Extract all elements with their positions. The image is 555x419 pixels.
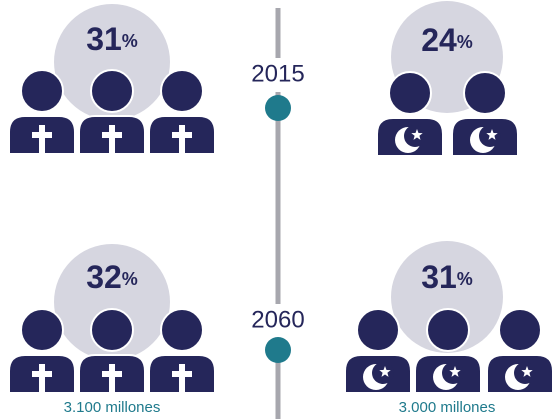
percentage-value: 24 [421,22,457,58]
cross [172,132,192,138]
percentage-unit: % [457,32,473,52]
cross [32,132,52,138]
percentage-value: 31 [421,259,457,295]
person-head [160,308,204,352]
person-head [160,69,204,113]
person-icon [414,308,482,394]
cross [109,125,115,153]
caption: 3.000 millones [399,399,496,416]
timeline-dot [265,337,291,363]
person-head [426,308,470,352]
highlight-circle [54,244,170,360]
person-icon [8,69,76,155]
person-icon [8,308,76,394]
person-head [463,71,507,115]
person-head [20,308,64,352]
year-bg [244,58,312,92]
star [449,366,461,377]
person-icon [148,69,216,155]
cross [102,132,122,138]
person-icon [451,71,519,157]
person-head [498,308,542,352]
highlight-circle [391,241,503,353]
timeline-dot [265,95,291,121]
percentage: 24% [421,22,473,58]
star [521,366,533,377]
year-label: 2060 [251,306,304,333]
percentage-unit: % [122,269,138,289]
cross [179,125,185,153]
percentage-unit: % [457,269,473,289]
person-icon [486,308,554,394]
year-label: 2015 [251,60,304,87]
percentage: 31% [86,21,138,57]
percentage-value: 31 [86,21,122,57]
year-bg [244,304,312,338]
person-head [90,69,134,113]
cross [39,125,45,153]
cross [109,364,115,392]
highlight-circle [54,4,170,120]
percentage: 31% [421,259,473,295]
person-icon [78,69,146,155]
star [486,129,498,140]
percentage: 32% [86,259,138,295]
person-head [388,71,432,115]
percentage-value: 32 [86,259,122,295]
cross [102,371,122,377]
person-icon [78,308,146,394]
cross [39,364,45,392]
person-head [90,308,134,352]
star [379,366,391,377]
cross [179,364,185,392]
cross [32,371,52,377]
percentage-unit: % [122,31,138,51]
person-head [356,308,400,352]
person-head [20,69,64,113]
person-icon [344,308,412,394]
star [411,129,423,140]
caption: 3.100 millones [64,399,161,416]
cross [172,371,192,377]
person-icon [148,308,216,394]
person-icon [376,71,444,157]
